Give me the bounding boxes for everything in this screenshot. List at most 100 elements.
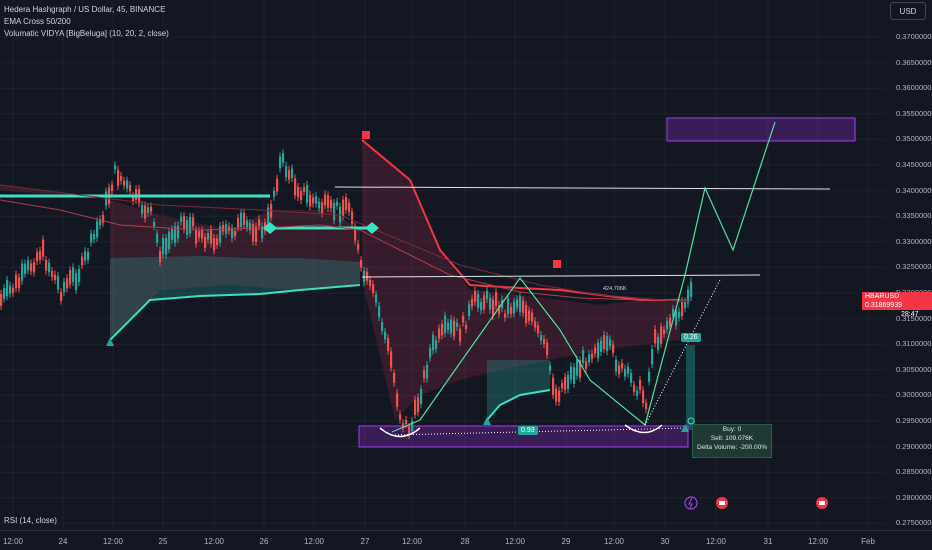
- event-glyph-icon: [719, 501, 725, 505]
- candle-body: [486, 290, 489, 300]
- candle-body: [12, 287, 15, 293]
- candle-body: [519, 296, 522, 313]
- candle-body: [627, 366, 630, 374]
- price-tick-label: 0.32500000: [896, 262, 932, 272]
- candle-body: [318, 201, 321, 209]
- candle-body: [675, 310, 678, 326]
- candle-body: [573, 367, 576, 384]
- candle-body: [231, 227, 234, 239]
- up-marker-icon: [483, 417, 491, 425]
- candle-body: [648, 371, 651, 382]
- price-tick-label: 0.31000000: [896, 339, 932, 349]
- candle-body: [480, 302, 483, 311]
- candle-body: [651, 348, 654, 365]
- candle-body: [36, 252, 39, 261]
- candle-body: [513, 301, 516, 314]
- candle-body: [687, 289, 690, 304]
- candle-body: [336, 201, 339, 206]
- candle-body: [63, 281, 66, 293]
- rsi-pane-label[interactable]: RSI (14, close): [4, 516, 57, 525]
- candle-body: [66, 278, 69, 289]
- candle-body: [618, 365, 621, 375]
- vidya-support-line-2: [486, 389, 551, 421]
- price-tick-label: 0.35000000: [896, 134, 932, 144]
- candle-body: [6, 279, 9, 297]
- price-tag-price: 0.31869939: [865, 302, 902, 309]
- candle-body: [378, 305, 381, 318]
- currency-button[interactable]: USD: [890, 2, 926, 20]
- candle-body: [3, 288, 6, 299]
- candle-body: [171, 229, 174, 241]
- candle-body: [636, 390, 639, 396]
- vidya-delta-tag-1: 0.93: [518, 426, 538, 435]
- candle-body: [207, 233, 210, 240]
- candle-body: [663, 329, 666, 334]
- candle-body: [594, 347, 597, 354]
- candle-body: [441, 323, 444, 336]
- candle-body: [126, 180, 129, 189]
- candle-body: [75, 273, 78, 291]
- candle-body: [360, 259, 363, 268]
- time-tick-label: 12:00: [705, 537, 727, 546]
- sell-volume: Sell: 109.076K: [710, 435, 754, 442]
- ema-indicator-label[interactable]: EMA Cross 50/200: [4, 17, 71, 26]
- candle-body: [333, 202, 336, 221]
- time-tick-label: 12:00: [303, 537, 325, 546]
- candle-body: [603, 334, 606, 350]
- candle-body: [159, 250, 162, 263]
- time-tick-label: 25: [158, 537, 168, 546]
- candle-body: [39, 250, 42, 260]
- candle-body: [198, 231, 201, 238]
- price-tick-label: 0.33500000: [896, 211, 932, 221]
- candle-body: [654, 329, 657, 344]
- candle-body: [96, 221, 99, 238]
- candle-body: [24, 263, 27, 274]
- candle-body: [408, 426, 411, 436]
- down-marker-icon: [553, 260, 561, 268]
- candle-body: [183, 216, 186, 230]
- candle-body: [516, 299, 519, 308]
- candle-body: [327, 195, 330, 208]
- candle-body: [564, 376, 567, 391]
- candle-body: [111, 184, 114, 192]
- dotted-base-line: [391, 427, 689, 436]
- candle-body: [660, 326, 663, 344]
- candle-body: [210, 229, 213, 244]
- price-tag-symbol: HBARUSD: [865, 293, 900, 300]
- delta-volume: Delta Volume: -200.00%: [696, 444, 768, 451]
- candle-body: [213, 238, 216, 251]
- candle-body: [123, 180, 126, 186]
- candle-body: [147, 207, 150, 213]
- candle-body: [450, 319, 453, 334]
- candle-body: [633, 384, 636, 392]
- candle-body: [471, 298, 474, 307]
- candle-body: [489, 297, 492, 310]
- candle-body: [288, 170, 291, 180]
- diamond-marker-icon: [263, 222, 277, 234]
- candle-body: [240, 212, 243, 227]
- candle-body: [561, 383, 564, 389]
- candle-body: [639, 380, 642, 390]
- candle-body: [570, 366, 573, 380]
- candle-body: [45, 260, 48, 271]
- candle-body: [462, 315, 465, 323]
- candle-body: [99, 219, 102, 225]
- time-tick-label: 28: [460, 537, 470, 546]
- candle-body: [684, 301, 687, 309]
- candle-body: [114, 165, 117, 170]
- candle-body: [282, 153, 285, 163]
- lightning-event-icon: [684, 496, 698, 510]
- vidya-fill-bear-2: [362, 140, 680, 420]
- candle-body: [606, 335, 609, 352]
- candle-body: [51, 271, 54, 278]
- candle-body: [525, 305, 528, 323]
- candle-body: [156, 233, 159, 243]
- candle-body: [285, 166, 288, 178]
- time-tick-label: 12:00: [401, 537, 423, 546]
- candle-body: [81, 256, 84, 266]
- symbol-title[interactable]: Hedera Hashgraph / US Dollar, 45, BINANC…: [4, 5, 166, 14]
- candle-body: [507, 298, 510, 314]
- vidya-indicator-label[interactable]: Volumatic VIDYA [BigBeluga] (10, 20, 2, …: [4, 29, 169, 38]
- time-tick-label: 30: [660, 537, 670, 546]
